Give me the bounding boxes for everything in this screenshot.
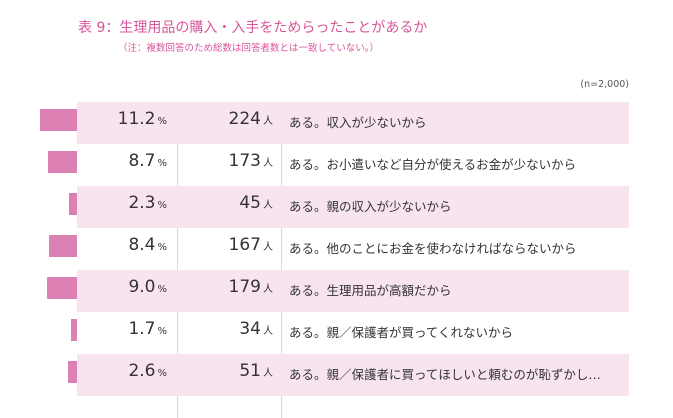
- count-unit: 人: [263, 200, 273, 211]
- percent-unit: %: [157, 326, 167, 337]
- percent-value: 11.2%: [77, 109, 167, 129]
- percent-unit: %: [157, 116, 167, 127]
- percent-number: 2.3: [128, 193, 156, 213]
- bar: [69, 193, 77, 215]
- bar: [47, 277, 77, 299]
- count-number: 51: [239, 361, 261, 381]
- percent-unit: %: [157, 368, 167, 379]
- count-unit: 人: [263, 158, 273, 169]
- table-row: 11.2% 224 人 ある。収入が少ないから: [40, 102, 629, 144]
- count-unit: 人: [263, 242, 273, 253]
- table-row: 8.7% 173 人 ある。お小遣いなど自分が使えるお金が少ないから: [48, 144, 629, 186]
- table-row: 2.6% 51 人 ある。親／保護者に買ってほしいと頼むのが恥ずかし…: [68, 354, 629, 396]
- bar: [49, 235, 77, 257]
- percent-value: 2.6%: [77, 361, 167, 381]
- count-number: 173: [228, 151, 261, 171]
- column-divider: [281, 102, 282, 418]
- percent-number: 2.6: [128, 361, 156, 381]
- count-unit: 人: [263, 284, 273, 295]
- reason-label: ある。収入が少ないから: [289, 115, 427, 130]
- count-number: 45: [239, 193, 261, 213]
- percent-value: 2.3%: [77, 193, 167, 213]
- percent-number: 9.0: [128, 277, 156, 297]
- reason-label: ある。他のことにお金を使わなければならないから: [289, 241, 577, 256]
- count-value: 45 人: [180, 193, 273, 213]
- count-unit: 人: [263, 326, 273, 337]
- count-number: 224: [228, 109, 261, 129]
- percent-number: 1.7: [128, 319, 156, 339]
- reason-label: ある。親／保護者が買ってくれないから: [289, 325, 514, 340]
- bar: [71, 319, 77, 341]
- bar: [40, 109, 77, 131]
- percent-unit: %: [157, 242, 167, 253]
- percent-value: 1.7%: [77, 319, 167, 339]
- percent-number: 8.4: [128, 235, 156, 255]
- percent-value: 8.7%: [77, 151, 167, 171]
- table-row: 2.3% 45 人 ある。親の収入が少ないから: [69, 186, 629, 228]
- percent-unit: %: [157, 284, 167, 295]
- chart-title: 表 9：生理用品の購入・入手をためらったことがあるか: [78, 20, 428, 36]
- percent-number: 8.7: [128, 151, 156, 171]
- percent-unit: %: [157, 158, 167, 169]
- count-number: 179: [228, 277, 261, 297]
- sample-size: (n=2,000): [580, 79, 629, 90]
- percent-value: 8.4%: [77, 235, 167, 255]
- count-value: 51 人: [180, 361, 273, 381]
- table-row: 1.7% 34 人 ある。親／保護者が買ってくれないから: [71, 312, 629, 354]
- percent-unit: %: [157, 200, 167, 211]
- reason-label: ある。生理用品が高額だから: [289, 283, 452, 298]
- table-row: 8.4% 167 人 ある。他のことにお金を使わなければならないから: [49, 228, 629, 270]
- table-row: 9.0% 179 人 ある。生理用品が高額だから: [47, 270, 629, 312]
- bar: [68, 361, 77, 383]
- bar: [48, 151, 77, 173]
- count-value: 224 人: [180, 109, 273, 129]
- count-unit: 人: [263, 368, 273, 379]
- count-value: 179 人: [180, 277, 273, 297]
- count-number: 167: [228, 235, 261, 255]
- count-value: 34 人: [180, 319, 273, 339]
- column-divider: [177, 102, 178, 418]
- percent-number: 11.2: [117, 109, 156, 129]
- reason-label: ある。お小遣いなど自分が使えるお金が少ないから: [289, 157, 577, 172]
- count-unit: 人: [263, 116, 273, 127]
- reason-label: ある。親／保護者に買ってほしいと頼むのが恥ずかし…: [289, 367, 601, 382]
- chart-note: （注：複数回答のため総数は回答者数とは一致していない。）: [118, 43, 379, 54]
- data-table: 11.2% 224 人ある。収入が少ないから 8.7% 173 人ある。お小遣いなど自分が…: [40, 102, 629, 396]
- count-value: 167 人: [180, 235, 273, 255]
- count-number: 34: [239, 319, 261, 339]
- count-value: 173 人: [180, 151, 273, 171]
- reason-label: ある。親の収入が少ないから: [289, 199, 452, 214]
- percent-value: 9.0%: [77, 277, 167, 297]
